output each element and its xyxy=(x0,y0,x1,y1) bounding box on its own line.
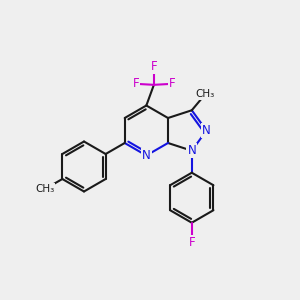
Text: CH₃: CH₃ xyxy=(195,89,214,99)
Text: N: N xyxy=(142,149,151,162)
Text: N: N xyxy=(202,124,211,137)
Text: CH₃: CH₃ xyxy=(35,184,55,194)
Text: F: F xyxy=(133,77,139,90)
Text: F: F xyxy=(188,236,195,249)
Text: N: N xyxy=(188,144,196,157)
Text: F: F xyxy=(169,77,175,90)
Text: F: F xyxy=(151,60,157,73)
